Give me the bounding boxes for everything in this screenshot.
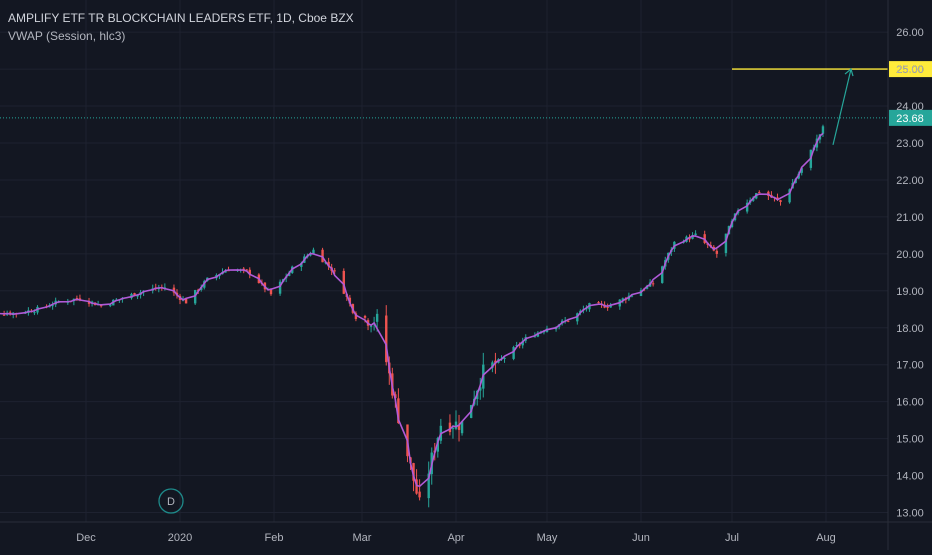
price-tick-label: 26.00 xyxy=(896,27,924,39)
chart-legend: AMPLIFY ETF TR BLOCKCHAIN LEADERS ETF, 1… xyxy=(8,10,354,45)
time-tick-label: Feb xyxy=(265,532,284,544)
candle-body xyxy=(455,422,457,429)
candle-body xyxy=(33,312,35,313)
price-tick-label: 19.00 xyxy=(896,286,924,298)
time-tick-label: May xyxy=(537,532,558,544)
price-tick-label: 16.00 xyxy=(896,397,924,409)
symbol-title[interactable]: AMPLIFY ETF TR BLOCKCHAIN LEADERS ETF, 1… xyxy=(8,10,354,27)
candlestick-series xyxy=(0,125,824,508)
time-tick-label: Dec xyxy=(76,532,96,544)
candle-body xyxy=(716,251,718,254)
price-tick-label: 14.00 xyxy=(896,471,924,483)
candle-body xyxy=(333,270,335,271)
price-tick-label: 17.00 xyxy=(896,360,924,372)
candle-body xyxy=(452,428,454,429)
price-tick-label: 21.00 xyxy=(896,212,924,224)
price-tick-label: 23.00 xyxy=(896,138,924,150)
price-tick-label: 13.00 xyxy=(896,508,924,520)
candle-body xyxy=(606,307,608,308)
price-tick-label: 15.00 xyxy=(896,434,924,446)
indicator-label[interactable]: VWAP (Session, hlc3) xyxy=(8,28,354,45)
candle-body xyxy=(364,316,366,318)
candle-body xyxy=(822,126,824,133)
time-tick-label: Jun xyxy=(632,532,650,544)
time-tick-label: Aug xyxy=(816,532,836,544)
candle-body xyxy=(779,200,781,202)
candle-body xyxy=(758,192,760,193)
candle-body xyxy=(343,271,345,294)
price-tick-label: 20.00 xyxy=(896,249,924,261)
dividend-marker-label: D xyxy=(167,496,175,508)
grid xyxy=(0,0,888,522)
last-price-label: 23.68 xyxy=(896,113,924,125)
price-tick-label: 22.00 xyxy=(896,175,924,187)
price-tick-label: 18.00 xyxy=(896,323,924,335)
time-tick-label: 2020 xyxy=(168,532,192,544)
projection-arrow[interactable] xyxy=(833,69,851,145)
price-tick-label: 24.00 xyxy=(896,101,924,113)
candle-body xyxy=(376,314,378,322)
candle-body xyxy=(652,283,654,284)
vwap-line xyxy=(0,133,823,486)
candle-body xyxy=(597,302,599,303)
time-tick-label: Mar xyxy=(353,532,372,544)
candle-body xyxy=(418,492,420,498)
time-tick-label: Jul xyxy=(725,532,739,544)
candle-body xyxy=(694,234,696,235)
time-tick-label: Apr xyxy=(447,532,464,544)
price-tick-label: 25.00 xyxy=(896,64,924,76)
drawings-layer: 23.68 25.00 D xyxy=(0,61,932,513)
candle-body xyxy=(3,315,5,316)
vwap-series xyxy=(0,128,823,505)
